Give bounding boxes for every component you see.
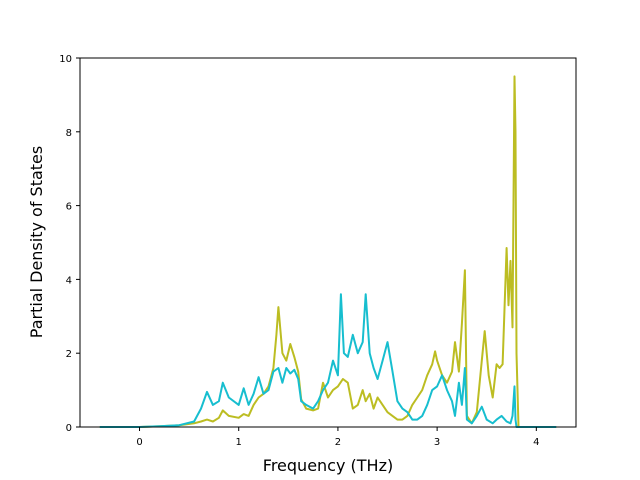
x-tick-label: 3 xyxy=(434,437,440,448)
x-tick-label: 4 xyxy=(533,437,539,448)
y-tick-label: 4 xyxy=(66,275,72,286)
y-tick-label: 6 xyxy=(66,202,72,213)
x-tick-label: 0 xyxy=(136,437,142,448)
y-tick-label: 2 xyxy=(66,349,72,360)
axis-ticks: 0 1 2 3 4 0 2 4 6 8 10 xyxy=(59,54,539,448)
series-line-1 xyxy=(99,75,557,428)
x-tick-label: 2 xyxy=(335,437,341,448)
x-axis-label: Frequency (THz) xyxy=(263,456,393,475)
x-tick-label: 1 xyxy=(236,437,242,448)
plot-area xyxy=(99,75,557,428)
plot-frame xyxy=(79,57,577,428)
y-tick-label: 10 xyxy=(59,54,72,65)
y-tick-label: 0 xyxy=(66,423,72,434)
y-axis-label: Partial Density of States xyxy=(27,146,46,338)
y-tick-label: 8 xyxy=(66,128,72,139)
series-line-2 xyxy=(99,293,557,428)
